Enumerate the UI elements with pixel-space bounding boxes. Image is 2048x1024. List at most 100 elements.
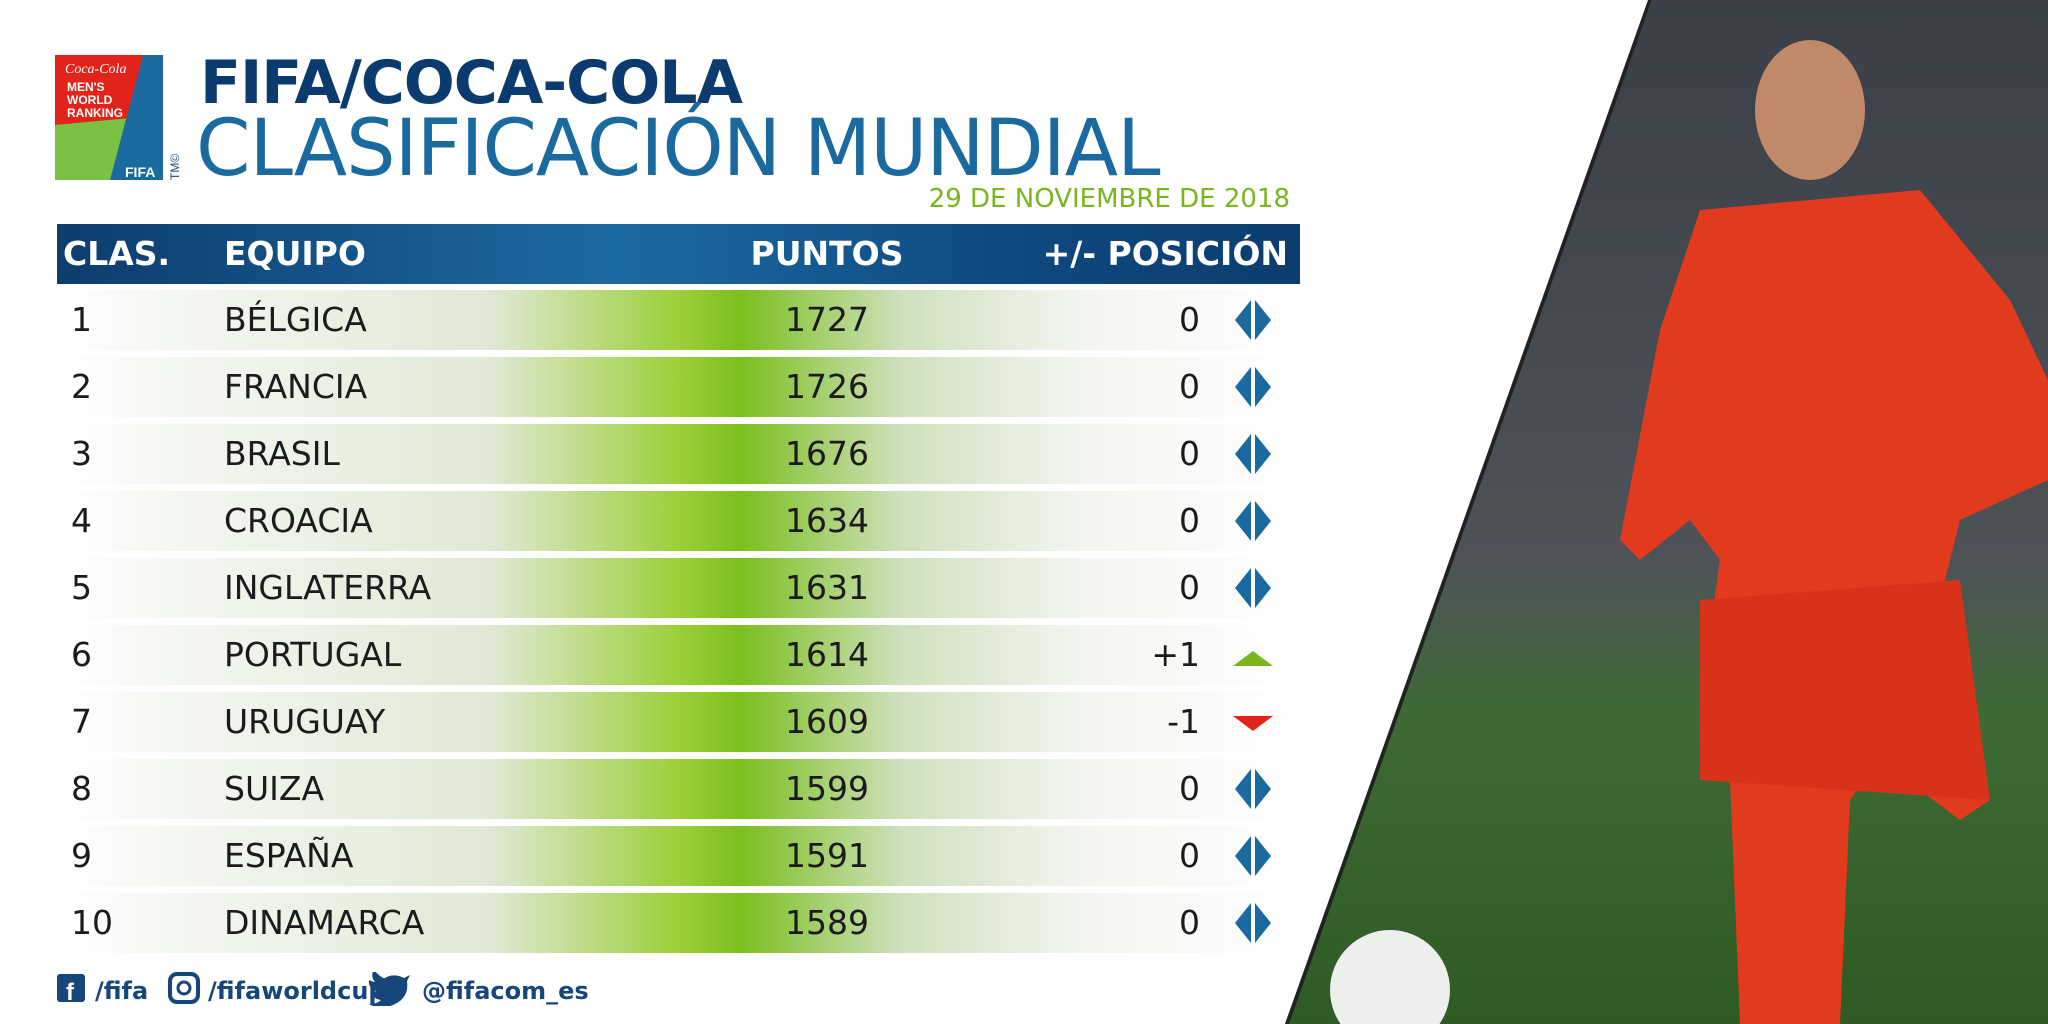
- logo-text: MEN'S: [67, 80, 105, 94]
- change-icon: [1235, 501, 1271, 541]
- change-icon: [1235, 836, 1271, 876]
- social-icons: f: [57, 972, 410, 1006]
- right-arrow: [1255, 300, 1271, 340]
- points: 1589: [785, 903, 869, 942]
- change-icon: [1235, 769, 1271, 809]
- change: +1: [1151, 635, 1200, 674]
- team: URUGUAY: [224, 702, 386, 741]
- divider: [1285, 0, 1652, 1024]
- change: 0: [1179, 501, 1200, 540]
- right-arrow: [1255, 836, 1271, 876]
- left-arrow: [1235, 300, 1251, 340]
- right-arrow: [1255, 568, 1271, 608]
- change: 0: [1179, 300, 1200, 339]
- table-row: 4 CROACIA 1634 0: [57, 491, 1300, 551]
- change-icon: [1235, 903, 1271, 943]
- social-handle: /fifa: [95, 977, 149, 1005]
- points: 1631: [785, 568, 869, 607]
- left-arrow: [1235, 434, 1251, 474]
- table-row: 9 ESPAÑA 1591 0: [57, 826, 1300, 886]
- change-icon: [1233, 651, 1273, 666]
- change: 0: [1179, 434, 1200, 473]
- right-arrow: [1255, 434, 1271, 474]
- rank: 3: [71, 434, 92, 473]
- team: INGLATERRA: [224, 568, 432, 607]
- change: 0: [1179, 367, 1200, 406]
- table-row: 2 FRANCIA 1726 0: [57, 357, 1300, 417]
- points: 1634: [785, 501, 869, 540]
- team: ESPAÑA: [224, 836, 354, 875]
- left-arrow: [1235, 568, 1251, 608]
- points: 1676: [785, 434, 869, 473]
- change-icon: [1235, 434, 1271, 474]
- left-arrow: [1235, 903, 1251, 943]
- column-header: EQUIPO: [224, 234, 366, 273]
- table-row: 7 URUGUAY 1609 -1: [57, 692, 1300, 752]
- table-header: CLAS. EQUIPO PUNTOS +/- POSICIÓN: [57, 224, 1300, 284]
- change-icon: [1235, 300, 1271, 340]
- rank: 2: [71, 367, 92, 406]
- team: DINAMARCA: [224, 903, 425, 942]
- change-icon: [1235, 367, 1271, 407]
- points: 1591: [785, 836, 869, 875]
- logo-text: RANKING: [67, 106, 123, 120]
- svg-text:f: f: [66, 979, 75, 1006]
- table-row: 10 DINAMARCA 1589 0: [57, 893, 1300, 953]
- table-row: 3 BRASIL 1676 0: [57, 424, 1300, 484]
- rank: 7: [71, 702, 92, 741]
- right-arrow: [1255, 769, 1271, 809]
- rank: 6: [71, 635, 92, 674]
- social-handle: /fifaworldcup: [208, 977, 386, 1005]
- logo-org: FIFA: [125, 164, 155, 180]
- header-title: CLASIFICACIÓN MUNDIAL: [196, 104, 1161, 194]
- left-arrow: [1235, 367, 1251, 407]
- team: PORTUGAL: [224, 635, 402, 674]
- down-arrow: [1233, 716, 1273, 731]
- right-arrow: [1255, 903, 1271, 943]
- change-icon: [1235, 568, 1271, 608]
- team: SUIZA: [224, 769, 325, 808]
- rank: 4: [71, 501, 92, 540]
- team: CROACIA: [224, 501, 373, 540]
- change: 0: [1179, 769, 1200, 808]
- team: BÉLGICA: [224, 300, 367, 339]
- rank: 5: [71, 568, 92, 607]
- rank: 9: [71, 836, 92, 875]
- change: 0: [1179, 903, 1200, 942]
- rank: 10: [71, 903, 113, 942]
- logo: Coca-Cola MEN'S WORLD RANKING FIFA TM©: [55, 55, 182, 180]
- column-header: +/- POSICIÓN: [1042, 234, 1288, 273]
- change: 0: [1179, 568, 1200, 607]
- table-row: 8 SUIZA 1599 0: [57, 759, 1300, 819]
- change: 0: [1179, 836, 1200, 875]
- points: 1614: [785, 635, 869, 674]
- logo-mark: TM©: [168, 154, 182, 180]
- right-arrow: [1255, 501, 1271, 541]
- table-row: 6 PORTUGAL 1614 +1: [57, 625, 1300, 685]
- left-arrow: [1235, 769, 1251, 809]
- social-handle: @fifacom_es: [422, 977, 589, 1005]
- table-row: 5 INGLATERRA 1631 0: [57, 558, 1300, 618]
- column-header: PUNTOS: [750, 234, 904, 273]
- right-arrow: [1255, 367, 1271, 407]
- left-arrow: [1235, 836, 1251, 876]
- rank: 8: [71, 769, 92, 808]
- table-row: 1 BÉLGICA 1727 0: [57, 290, 1300, 350]
- column-header: CLAS.: [63, 234, 171, 273]
- up-arrow: [1233, 651, 1273, 666]
- team: BRASIL: [224, 434, 340, 473]
- header-brand: FIFA/COCA-COLA: [200, 48, 743, 118]
- points: 1726: [785, 367, 869, 406]
- points: 1609: [785, 702, 869, 741]
- points: 1727: [785, 300, 869, 339]
- team: FRANCIA: [224, 367, 368, 406]
- header-date: 29 DE NOVIEMBRE DE 2018: [928, 184, 1290, 214]
- change: -1: [1167, 702, 1200, 741]
- change-icon: [1233, 716, 1273, 731]
- logo-brand: Coca-Cola: [65, 62, 126, 77]
- points: 1599: [785, 769, 869, 808]
- player-figure: [1330, 40, 2048, 1024]
- rank: 1: [71, 300, 92, 339]
- logo-text: WORLD: [67, 93, 113, 107]
